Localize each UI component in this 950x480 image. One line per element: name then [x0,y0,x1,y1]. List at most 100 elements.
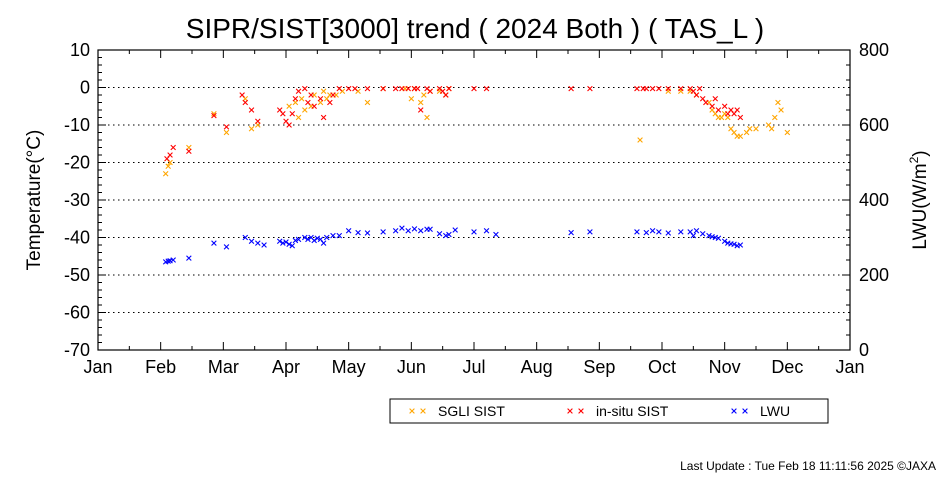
marker-stroke [765,122,772,128]
marker-stroke [693,92,700,98]
marker-stroke [690,232,697,239]
data-point [323,234,330,241]
marker-stroke [261,242,267,248]
marker-stroke [737,133,744,140]
marker-stroke [424,85,430,92]
data-point [411,226,418,232]
marker-stroke [737,242,744,248]
marker-stroke [693,227,700,234]
marker-stroke [302,234,308,241]
data-point [298,95,305,102]
data-point [320,240,327,246]
data-point [706,232,712,239]
marker-stroke [283,118,289,125]
data-point [302,107,308,113]
marker-stroke [336,85,343,92]
data-point [424,114,430,121]
data-point [699,230,706,237]
data-point [255,118,261,125]
marker-stroke [364,230,371,236]
data-points [162,85,791,265]
data-point [405,227,411,234]
marker-stroke [167,152,173,158]
data-point [568,229,574,236]
data-point [165,258,171,264]
marker-stroke [330,232,336,239]
y2-axis-label-main: LWU(W/m [910,163,931,249]
data-point [364,99,371,106]
series-in-situ-sist [164,85,744,162]
marker-stroke [295,88,302,95]
marker-stroke [295,236,302,243]
data-point [167,152,173,158]
data-point [302,234,308,241]
marker-stroke [634,229,640,235]
marker-stroke [775,99,781,106]
data-point [483,227,490,234]
data-point [693,227,700,234]
x-tick-label: Apr [272,357,300,377]
marker-stroke [409,408,415,414]
data-point [336,85,343,92]
marker-stroke [317,236,324,243]
marker-stroke [471,229,477,235]
data-point [746,125,753,132]
marker-stroke [162,170,169,177]
marker-stroke [392,227,399,234]
data-point [665,85,672,92]
marker-stroke [292,237,299,244]
data-point [276,238,283,245]
marker-stroke [308,92,314,98]
data-point [162,170,169,177]
x-tick-label: Oct [648,357,676,377]
legend-item: SGLI SIST [409,403,505,419]
data-point [317,95,324,102]
y2-axis-label-sup: 2 [907,156,921,163]
data-point [408,95,415,102]
marker-stroke [746,125,753,132]
marker-stroke [345,85,352,92]
data-point [417,99,424,106]
data-point [772,114,778,121]
x-tick-label: Nov [709,357,741,377]
y-tick-label: -30 [64,190,90,210]
marker-stroke [483,85,490,92]
marker-stroke [678,85,684,92]
data-point [302,85,308,92]
data-point [471,85,477,92]
y2-axis-label: LWU(W/m2) [907,150,931,249]
data-point [223,129,230,136]
data-point [380,85,386,92]
marker-stroke [634,85,640,92]
data-point [286,241,292,248]
marker-stroke [643,85,650,92]
data-point [248,107,255,113]
marker-stroke [696,85,703,92]
marker-stroke [643,229,650,236]
x-axis: Jan Feb Mar Apr May Jun Jul Aug Sep Oct Nov Dec Jan [83,50,865,377]
data-point [223,244,230,250]
legend-marker [731,408,737,414]
marker-stroke [323,234,330,241]
marker-stroke [292,95,299,102]
marker-stroke [405,227,411,234]
data-point [778,107,784,113]
x-tick-label: Sep [583,357,615,377]
data-point [345,227,352,234]
legend-marker [742,408,748,414]
marker-stroke [255,240,261,246]
data-point [753,125,759,132]
marker-stroke [352,85,358,92]
data-point [330,232,336,239]
data-point [392,85,399,92]
legend-label: LWU [760,403,790,419]
marker-stroke [715,235,722,242]
data-point [775,99,781,106]
legend-item: in-situ SIST [567,403,669,419]
data-point [211,112,217,119]
marker-stroke [364,85,371,92]
x-tick-label: May [332,357,366,377]
marker-stroke [728,107,734,113]
marker-stroke [339,88,346,95]
marker-stroke [255,118,261,125]
